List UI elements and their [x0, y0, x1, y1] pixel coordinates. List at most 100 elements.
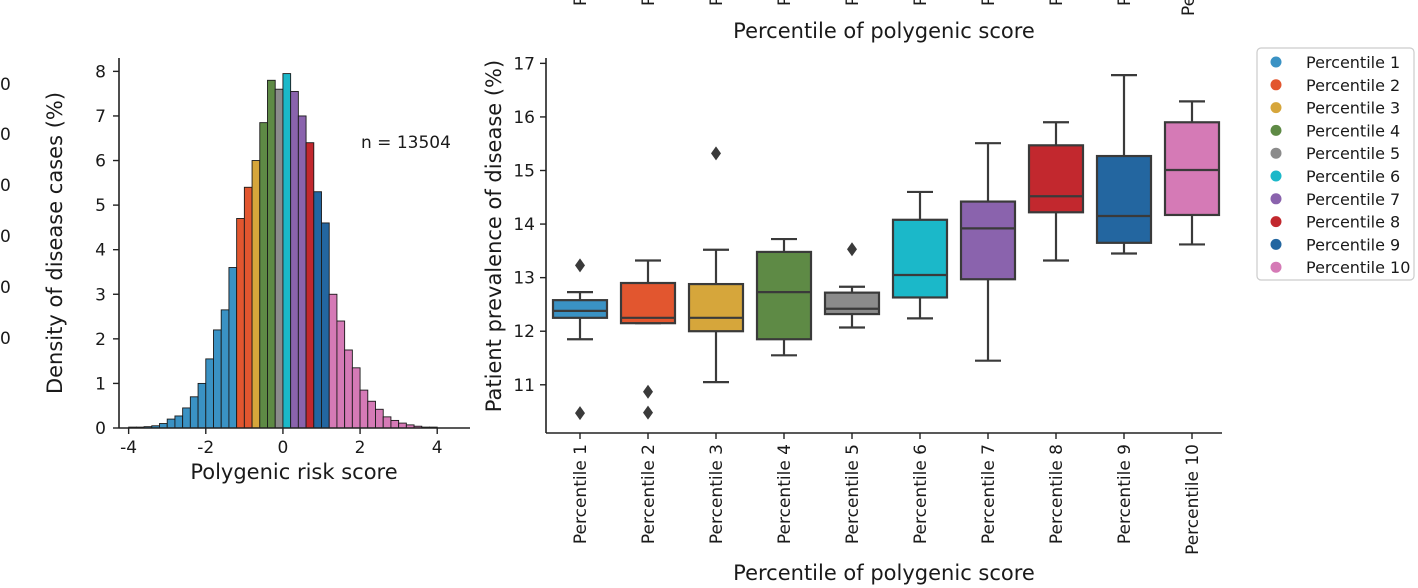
- boxplot-y-tick-label: 11: [513, 376, 535, 396]
- legend-label: Percentile 3: [1306, 99, 1400, 118]
- top-fragment-tick-glyph: P: [1047, 0, 1067, 6]
- histogram-bar: [351, 367, 361, 429]
- legend: Percentile 1 Percentile 2 Percentile 3 Perc…: [1256, 47, 1415, 281]
- histogram-bar: [166, 418, 176, 429]
- legend-label: Percentile 4: [1306, 121, 1400, 140]
- histogram-bar: [313, 191, 322, 429]
- top-fragment-tick-glyph: P: [1115, 0, 1135, 6]
- histogram-bar: [367, 400, 376, 429]
- boxplot-y-tick-label: 17: [513, 54, 535, 74]
- box-iqr: [619, 281, 677, 325]
- legend-marker: [1270, 238, 1282, 250]
- boxplot-y-tick-label: 15: [513, 162, 535, 182]
- legend-label: Percentile 7: [1306, 190, 1400, 209]
- legend-marker: [1270, 102, 1282, 114]
- boxplot-y-tick-label: 12: [513, 322, 535, 342]
- histogram-bar: [251, 160, 261, 429]
- boxplot-x-ticks: Percentile 1 Percentile 2 Percentile 3 Perc…: [571, 433, 1203, 555]
- left-fragment-tick-glyph: 0: [0, 125, 11, 145]
- legend-marker: [1270, 56, 1282, 68]
- histogram-x-axis-label: Polygenic risk score: [190, 460, 397, 484]
- legend-marker: [1270, 216, 1282, 228]
- boxplot-box: [959, 142, 1017, 362]
- histogram-x-tick-label: 0: [278, 438, 289, 458]
- box-iqr: [823, 291, 881, 316]
- boxplot-x-tick-label: Percentile 6: [911, 444, 931, 544]
- top-fragment-tick-glyph: P: [843, 0, 863, 6]
- boxplot-box: [551, 258, 609, 421]
- histogram-y-tick-label: 3: [95, 285, 106, 305]
- histogram-y-tick-label: 6: [95, 152, 106, 172]
- histogram-x-tick-label: 2: [355, 438, 366, 458]
- top-fragment-tick-glyph: P: [571, 0, 591, 6]
- histogram-bar: [328, 293, 338, 429]
- top-fragment: Pe Percentile of polygenic score: [733, 0, 1199, 43]
- box-outlier: [575, 258, 585, 273]
- box-outlier: [643, 384, 653, 399]
- histogram-bar: [290, 90, 299, 429]
- histogram-bar: [174, 415, 184, 429]
- histogram-panel: -4 -2 0 2 4 0 1 2 3 4 5 6 7 8 Polygenic risk score D…: [43, 58, 470, 484]
- histogram-bar: [236, 218, 245, 429]
- histogram-bar: [205, 358, 214, 429]
- left-fragment-tick-glyph: 0: [0, 278, 11, 298]
- legend-frame: [1256, 47, 1415, 281]
- histogram-x-ticks: -4 -2 0 2 4: [120, 428, 443, 458]
- legend-entry: Percentile 3: [1270, 99, 1400, 118]
- boxplot-x-tick-label: Percentile 1: [571, 444, 591, 544]
- boxplot-y-tick-label: 13: [513, 269, 535, 289]
- histogram-y-tick-label: 2: [95, 330, 106, 350]
- histogram-bar: [382, 416, 392, 429]
- legend-label: Percentile 6: [1306, 167, 1400, 186]
- histogram-bars: [128, 73, 438, 429]
- legend-entry: Percentile 2: [1270, 76, 1400, 95]
- histogram-y-tick-label: 7: [95, 107, 106, 127]
- histogram-bar: [282, 73, 292, 429]
- histogram-y-axis-label: Density of disease cases (%): [43, 92, 67, 394]
- box-outlier: [575, 406, 585, 421]
- boxplot-boxes: [551, 74, 1221, 421]
- box-iqr: [1095, 154, 1153, 244]
- legend-entry: Percentile 8: [1270, 213, 1400, 232]
- histogram-bar: [267, 79, 276, 429]
- boxplot-x-tick-label: Percentile 3: [707, 444, 727, 544]
- box-iqr: [1027, 144, 1085, 214]
- legend-marker: [1270, 170, 1282, 182]
- boxplot-x-axis-label: Percentile of polygenic score: [733, 561, 1035, 585]
- histogram-bar: [359, 389, 369, 429]
- left-fragment-tick-glyph: 0: [0, 75, 11, 95]
- boxplot-box: [755, 237, 813, 357]
- box-iqr: [891, 218, 949, 299]
- histogram-bar: [274, 88, 284, 429]
- legend-entry: Percentile 5: [1270, 144, 1400, 163]
- boxplot-box: [1163, 100, 1221, 246]
- histogram-y-ticks: 0 1 2 3 4 5 6 7 8: [95, 62, 119, 439]
- histogram-bar: [243, 186, 253, 429]
- histogram-y-tick-label: 0: [95, 419, 106, 439]
- histogram-bar: [321, 222, 330, 429]
- histogram-x-tick-label: 4: [432, 438, 443, 458]
- histogram-bar: [259, 122, 268, 429]
- boxplot-box: [1095, 74, 1153, 255]
- top-fragment-x-axis-label: Percentile of polygenic score: [733, 19, 1035, 43]
- box-outlier: [643, 405, 653, 420]
- boxplot-y-tick-label: 16: [513, 108, 535, 128]
- boxplot-x-tick-label: Percentile 5: [843, 444, 863, 544]
- box-iqr: [551, 299, 609, 319]
- histogram-bar: [305, 142, 315, 429]
- legend-label: Percentile 9: [1306, 235, 1400, 254]
- legend-marker: [1270, 79, 1282, 91]
- top-fragment-tick-glyph: P: [911, 0, 931, 6]
- boxplot-x-tick-label: Percentile 7: [979, 444, 999, 544]
- sample-size-annotation: n = 13504: [361, 133, 451, 153]
- top-fragment-tick-glyph: P: [775, 0, 795, 6]
- legend-label: Percentile 5: [1306, 144, 1400, 163]
- histogram-x-tick-label: -2: [197, 438, 214, 458]
- boxplot-box: [823, 242, 881, 329]
- boxplot-box: [891, 190, 949, 320]
- legend-label: Percentile 10: [1306, 258, 1410, 277]
- histogram-y-tick-label: 8: [95, 62, 106, 82]
